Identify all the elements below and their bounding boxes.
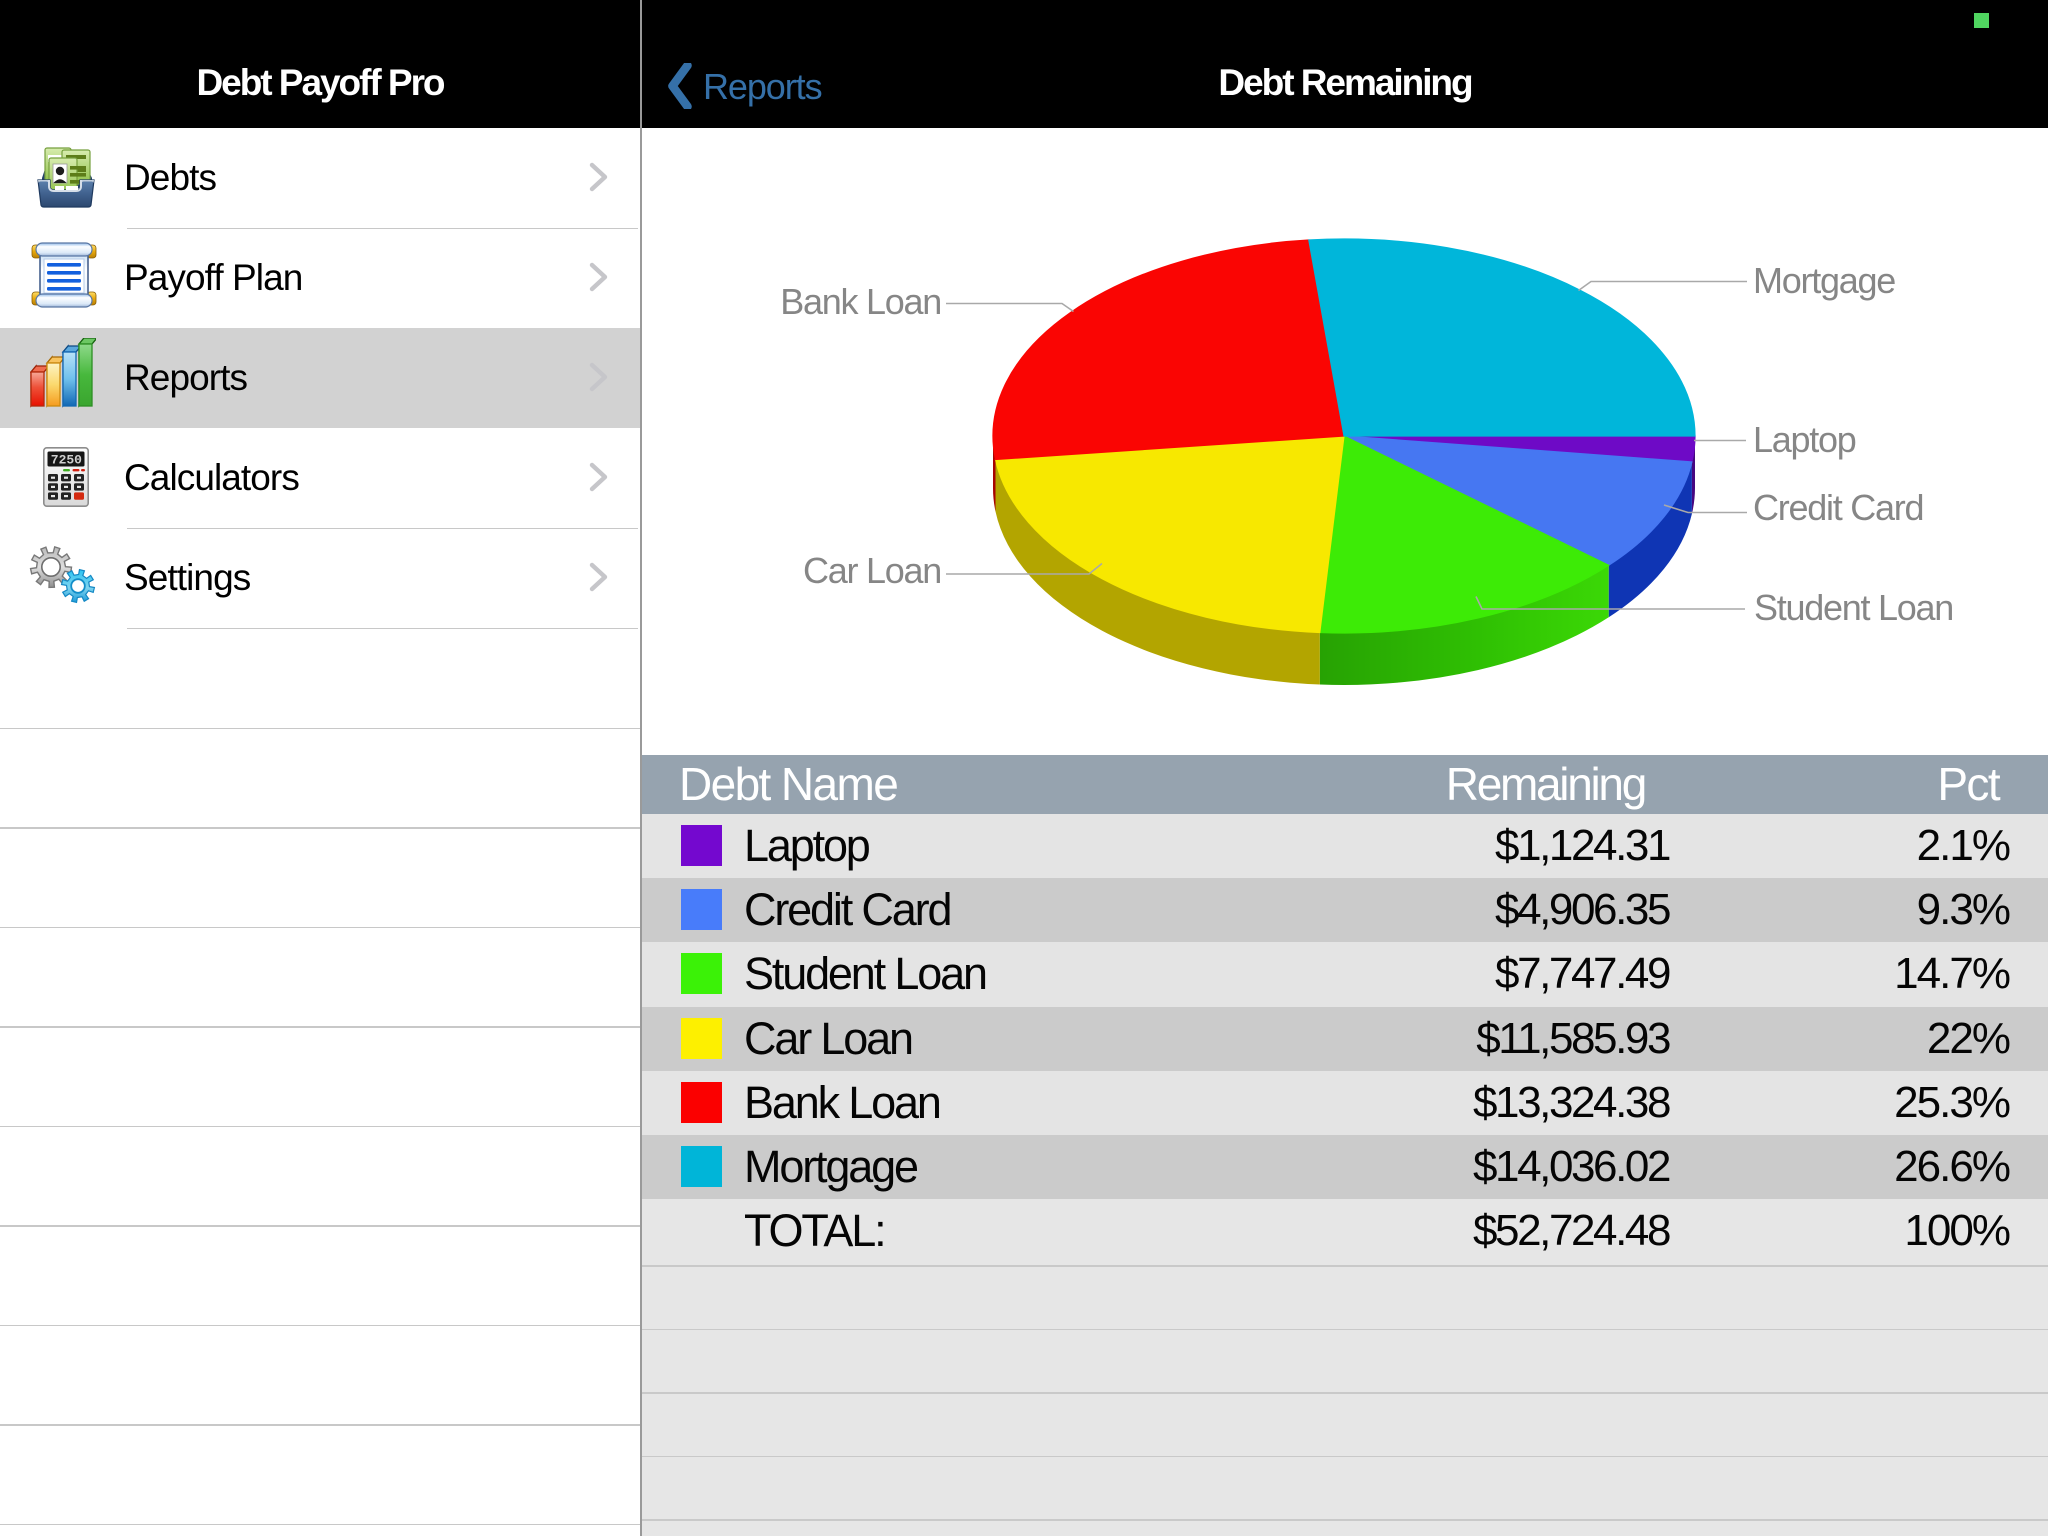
svg-text:7250: 7250: [51, 453, 82, 468]
